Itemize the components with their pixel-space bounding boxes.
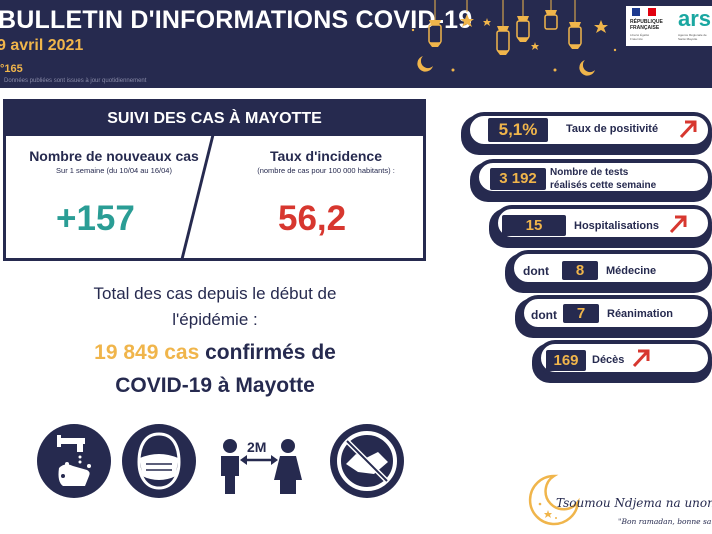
header-note: Données publiées sont issues à jour quot… xyxy=(4,78,147,84)
case-tracking-panel: SUIVI DES CAS À MAYOTTE Nombre de nouvea… xyxy=(3,99,426,261)
ramadan-slogan: Tsoumou Ndjema na unono xyxy=(556,496,712,510)
trend-up-arrow-icon xyxy=(632,349,650,368)
hospitalisations-label: Hospitalisations xyxy=(574,220,659,232)
social-distance-icon: 2M xyxy=(210,424,302,498)
incidence-heading: Taux d'incidence xyxy=(270,148,382,164)
total-line2: COVID-19 à Mayotte xyxy=(115,374,315,397)
reanimation-pill xyxy=(520,295,712,331)
total-intro: Total des cas depuis le début de l'épidé… xyxy=(50,281,380,333)
medecine-label: Médecine xyxy=(606,265,657,277)
tests-label-line1: Nombre de tests xyxy=(550,167,629,178)
institutional-logos: RÉPUBLIQUE FRANÇAISE Liberté Égalité Fra… xyxy=(626,6,712,46)
hospitalisations-value: 15 xyxy=(502,215,566,236)
ramadan-lanterns-decoration xyxy=(411,0,617,76)
tests-label: Nombre de tests réalisés cette semaine xyxy=(550,166,656,192)
positivity-label: Taux de positivité xyxy=(566,123,659,135)
face-mask-icon xyxy=(122,424,196,498)
distance-label: 2M xyxy=(247,439,266,455)
incidence-note: (nombre de cas pour 100 000 habitants) : xyxy=(257,166,395,175)
trend-up-arrow-icon xyxy=(679,120,697,139)
positivity-value: 5,1% xyxy=(488,118,548,142)
ars-subtitle: Agence Régionale de Santé Mayotte xyxy=(678,33,707,41)
reanimation-value: 7 xyxy=(563,304,599,323)
hand-washing-icon xyxy=(37,424,111,498)
new-cases-heading: Nombre de nouveaux cas xyxy=(29,148,199,164)
case-tracking-title: SUIVI DES CAS À MAYOTTE xyxy=(6,102,423,136)
total-intro-line1: Total des cas depuis le début de xyxy=(93,284,337,303)
deces-label: Décès xyxy=(592,354,625,366)
medecine-prefix: dont xyxy=(523,264,549,278)
reanimation-label: Réanimation xyxy=(607,308,674,320)
medecine-pill xyxy=(510,250,712,286)
tests-label-line2: réalisés cette semaine xyxy=(550,180,657,191)
total-cases-count: 19 849 cas xyxy=(94,341,200,364)
tests-value: 3 192 xyxy=(490,168,546,190)
total-intro-line2: l'épidémie : xyxy=(172,310,258,329)
reanimation-prefix: dont xyxy=(531,308,557,322)
total-confirmed-cases: 19 849 cas confirmés de COVID-19 à Mayot… xyxy=(40,336,390,402)
bulletin-title: BULLETIN D'INFORMATIONS COVID-19 xyxy=(0,6,473,34)
ramadan-slogan-translation: "Bon ramadan, bonne santé" xyxy=(618,517,712,526)
header-banner: BULLETIN D'INFORMATIONS COVID-19 9 avril… xyxy=(0,0,712,88)
bulletin-date: 9 avril 2021 xyxy=(0,37,84,54)
republique-motto: Liberté Égalité Fraternité xyxy=(630,33,650,41)
deces-value: 169 xyxy=(546,350,586,371)
total-line1-rest: confirmés de xyxy=(199,341,336,364)
no-handshake-icon xyxy=(330,424,404,498)
incidence-value: 56,2 xyxy=(278,199,347,238)
bulletin-number: °165 xyxy=(0,63,23,75)
crescent-moon-logo-icon xyxy=(528,474,580,526)
republique-francaise-flag-icon xyxy=(632,8,656,16)
new-cases-period: Sur 1 semaine (du 10/04 au 16/04) xyxy=(56,166,172,175)
ars-logo: ars xyxy=(678,6,712,31)
republique-francaise-label: RÉPUBLIQUE FRANÇAISE xyxy=(630,19,663,31)
new-cases-value: +157 xyxy=(56,199,135,238)
medecine-value: 8 xyxy=(562,261,598,280)
trend-up-arrow-icon xyxy=(669,215,687,234)
